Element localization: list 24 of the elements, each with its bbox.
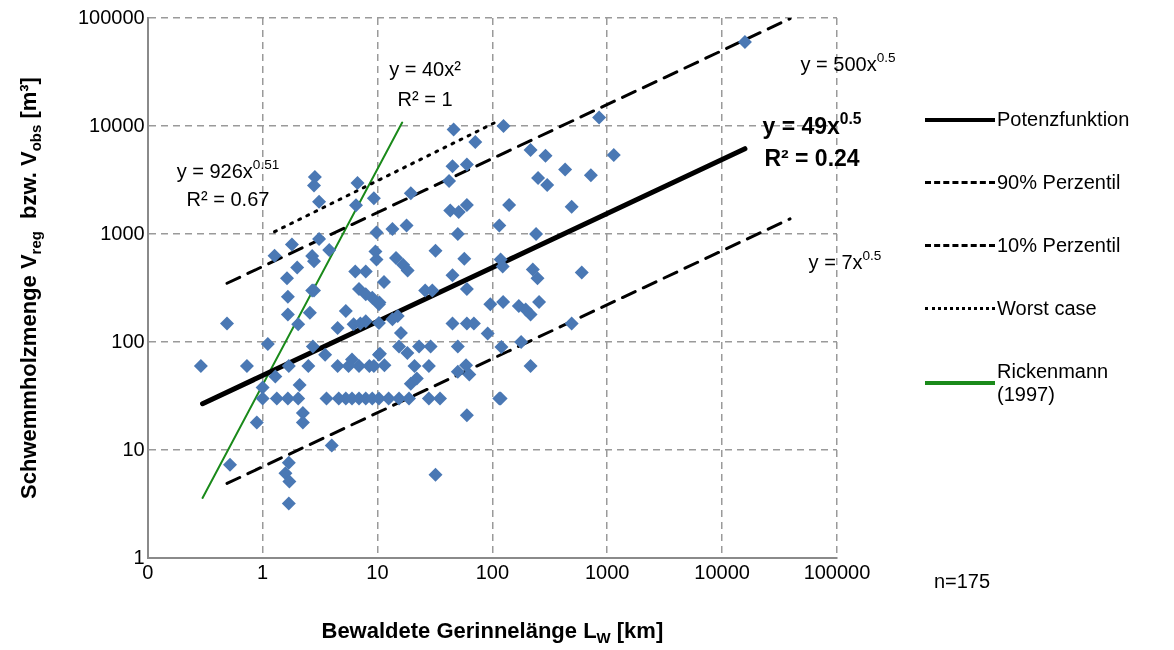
annotation: R² = 0.24 — [764, 145, 860, 172]
annotation: y = 40x² — [389, 57, 462, 80]
legend-label: Potenzfunktion — [997, 108, 1131, 131]
y-axis-title: Schwemmholzmenge Vreg bzw. Vobs [m³] — [16, 77, 44, 499]
x-tick-label: 1 — [257, 560, 269, 583]
y-tick-label: 100 — [111, 329, 145, 352]
x-tick-label: 100000 — [803, 560, 871, 583]
x-tick-label: 10 — [366, 560, 389, 583]
x-tick-label: 10000 — [694, 560, 750, 583]
y-tick-label: 1000 — [100, 221, 145, 244]
legend-label: 90% Perzentil — [997, 171, 1122, 194]
x-tick-label: 100 — [475, 560, 510, 583]
y-tick-label: 1 — [133, 545, 145, 568]
y-tick-label: 10000 — [89, 113, 145, 136]
x-tick-label: 0 — [142, 560, 154, 583]
y-tick-label: 10 — [122, 437, 145, 460]
y-tick-label: 100000 — [77, 5, 145, 28]
legend-label: Rickenmann (1997) — [997, 360, 1110, 406]
annotation: R² = 1 — [397, 87, 453, 110]
legend-label: Worst case — [997, 297, 1098, 320]
legend-label: 10% Perzentil — [997, 234, 1122, 257]
annotation: R² = 0.67 — [186, 187, 270, 210]
x-tick-label: 1000 — [585, 560, 630, 583]
text: n=175 — [933, 569, 991, 592]
